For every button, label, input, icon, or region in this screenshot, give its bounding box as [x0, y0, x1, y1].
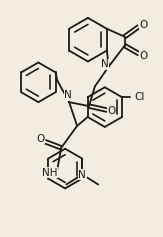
Text: Cl: Cl [135, 92, 145, 102]
Text: N: N [64, 90, 72, 100]
Text: N: N [101, 59, 109, 69]
Text: O: O [108, 106, 116, 116]
Text: O: O [139, 50, 148, 60]
Text: N: N [78, 169, 86, 179]
Text: O: O [139, 20, 148, 30]
Text: O: O [36, 134, 44, 144]
Text: NH: NH [42, 168, 57, 178]
